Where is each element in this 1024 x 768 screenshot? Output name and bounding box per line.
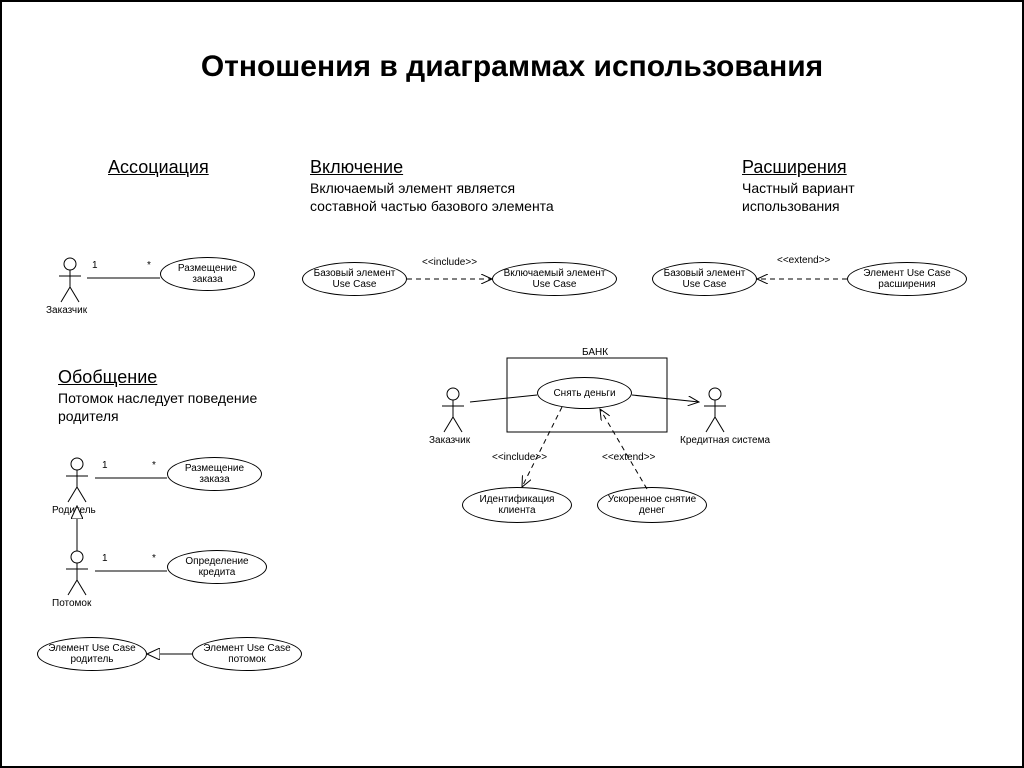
actor-customer-label: Заказчик [46,305,87,316]
usecase-base-include: Базовый элемент Use Case [302,262,407,296]
stereotype-extend: <<extend>> [777,255,830,266]
multiplicity-many: * [152,553,156,564]
actor-customer2-icon [440,387,466,433]
usecase-fast-withdraw: Ускоренное снятие денег [597,487,707,523]
section-general-title: Обобщение [58,367,157,388]
usecase-identification: Идентификация клиента [462,487,572,523]
section-extend-title: Расширения [742,157,847,178]
multiplicity-one: 1 [102,460,108,471]
bank-label: БАНК [582,347,608,358]
actor-credit-icon [702,387,728,433]
actor-child-label: Потомок [52,598,91,609]
multiplicity-one: 1 [92,260,98,271]
section-extend-sub: Частный вариант использования [742,180,942,215]
stereotype-extend-2: <<extend>> [602,452,655,463]
stereotype-include-2: <<include>> [492,452,547,463]
section-include-title: Включение [310,157,403,178]
usecase-extension: Элемент Use Case расширения [847,262,967,296]
multiplicity-many: * [147,260,151,271]
slide-title: Отношения в диаграммах использования [2,50,1022,84]
actor-customer2-label: Заказчик [429,435,470,446]
multiplicity-many: * [152,460,156,471]
section-include-sub: Включаемый элемент является составной ча… [310,180,570,215]
stereotype-include: <<include>> [422,257,477,268]
actor-parent-label: Родитель [52,505,96,516]
multiplicity-one: 1 [102,553,108,564]
actor-child-icon [64,550,90,596]
usecase-included: Включаемый элемент Use Case [492,262,617,296]
usecase-credit: Определение кредита [167,550,267,584]
usecase-withdraw: Снять деньги [537,377,632,409]
usecase-base-extend: Базовый элемент Use Case [652,262,757,296]
section-association-title: Ассоциация [108,157,209,178]
usecase-parent: Элемент Use Case родитель [37,637,147,671]
actor-parent-icon [64,457,90,503]
actor-credit-label: Кредитная система [680,435,770,446]
usecase-order-2: Размещение заказа [167,457,262,491]
usecase-order: Размещение заказа [160,257,255,291]
slide-frame: { "title": "Отношения в диаграммах испол… [0,0,1024,768]
usecase-child: Элемент Use Case потомок [192,637,302,671]
section-general-sub: Потомок наследует поведение родителя [58,390,258,425]
actor-customer-icon [57,257,83,303]
